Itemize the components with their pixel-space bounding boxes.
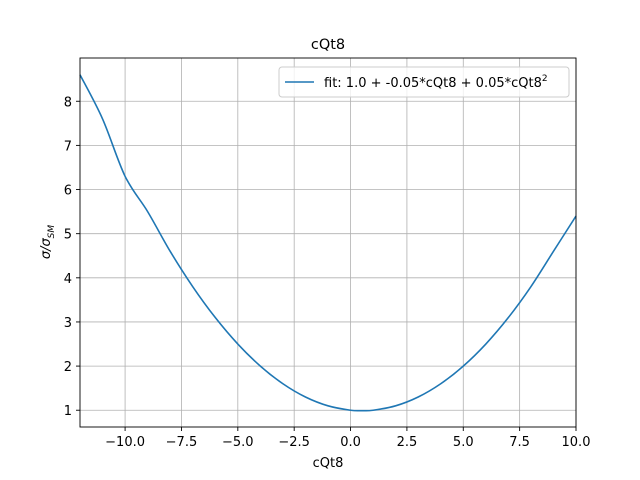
legend-label: fit: 1.0 + -0.05*cQt8 + 0.05*cQt82: [324, 74, 548, 91]
x-axis-ticks: −10.0 −7.5 −5.0 −2.5 0.0 2.5 5.0 7.5 10.0: [105, 427, 590, 450]
x-tick-label: 10.0: [562, 435, 591, 450]
y-tick-label: 1: [64, 404, 72, 419]
x-tick-label: 2.5: [397, 435, 418, 450]
y-axis-label: σ/σSM: [39, 225, 57, 260]
x-tick-label: −7.5: [166, 435, 198, 450]
y-tick-label: 8: [64, 95, 72, 110]
x-tick-label: 0.0: [340, 435, 361, 450]
x-tick-label: −2.5: [278, 435, 310, 450]
x-tick-label: −5.0: [222, 435, 254, 450]
fit-curve: [79, 74, 577, 412]
legend: fit: 1.0 + -0.05*cQt8 + 0.05*cQt82: [278, 66, 570, 98]
legend-box: [278, 66, 570, 98]
gridlines: [80, 58, 577, 427]
legend-label-sup: 2: [542, 74, 548, 84]
x-tick-label: −10.0: [105, 435, 145, 450]
x-tick-label: 7.5: [509, 435, 530, 450]
y-tick-label: 6: [64, 184, 72, 199]
y-axis-label-main: σ/σ: [39, 238, 54, 260]
y-axis-label-sub: SM: [47, 225, 57, 239]
y-axis-ticks: 1 2 3 4 5 6 7 8: [64, 95, 80, 419]
legend-label-main: fit: 1.0 + -0.05*cQt8 + 0.05*cQt8: [324, 76, 542, 91]
y-tick-label: 3: [64, 316, 72, 331]
y-tick-label: 2: [64, 360, 72, 375]
y-tick-label: 5: [64, 228, 72, 243]
x-tick-label: 5.0: [453, 435, 474, 450]
plot-area: [79, 74, 577, 412]
axes-frame: [79, 57, 577, 428]
y-tick-label: 4: [64, 272, 72, 287]
y-tick-label: 7: [64, 139, 72, 154]
x-axis-label: cQt8: [313, 456, 344, 471]
chart-title: cQt8: [311, 37, 345, 53]
